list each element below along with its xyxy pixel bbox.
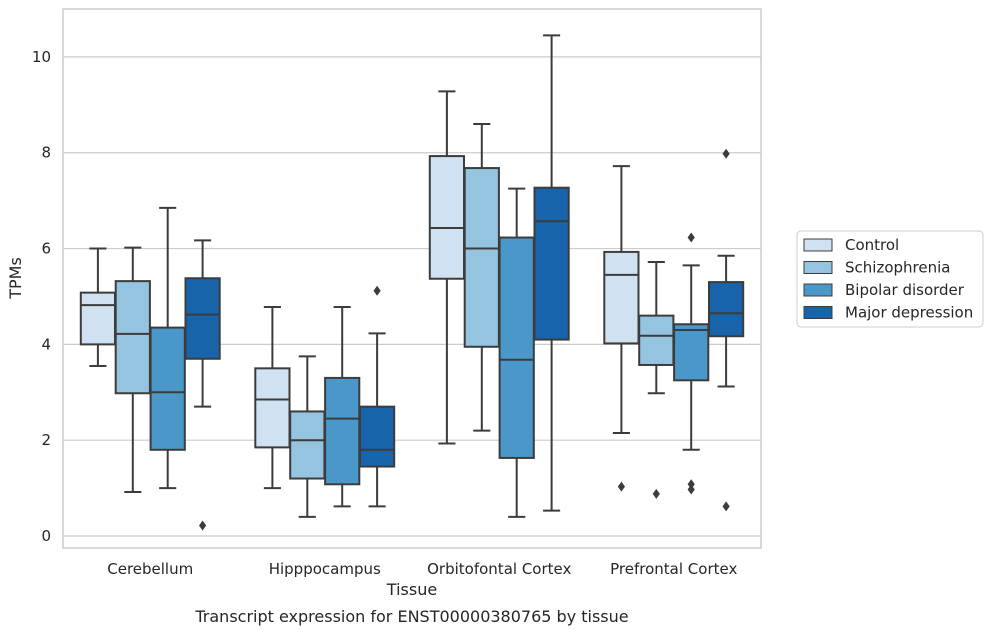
box-body [533,186,570,341]
x-axis-label: Tissue [386,580,437,599]
y-tick-label: 8 [41,144,51,162]
legend-swatch [803,238,833,252]
box-body [673,323,710,382]
x-tick-labels: Cerebellum Hipppocampus Orbitofontal Corte… [107,560,737,578]
box-major-depression [533,34,570,512]
outlier-point [687,479,695,490]
legend-items: Control Schizophrenia Bipolar disorder Majo… [803,236,973,322]
outlier-point [373,285,381,296]
box-bipolar-disorder [149,206,186,490]
legend-frame [796,230,984,328]
box-body [428,155,466,280]
boxes [79,34,745,531]
legend-label: Major depression [845,304,973,322]
box-body [149,326,186,451]
y-tick-labels: 0 2 4 6 8 10 [32,48,51,545]
box-control [603,165,640,492]
legend: Control Schizophrenia Bipolar disorder Majo… [796,230,984,328]
box-major-depression [707,148,745,512]
box-body [707,281,745,338]
x-tick-label: Prefrontal Cortex [610,560,737,578]
box-body [358,405,396,468]
box-control [79,247,117,367]
box-body [324,376,361,486]
box-bipolar-disorder [498,187,535,518]
x-tick-label: Orbitofontal Cortex [427,560,571,578]
box-major-depression [358,285,396,508]
box-body [498,236,535,459]
legend-swatch [803,306,833,319]
x-tick-label: Hipppocampus [269,560,381,578]
box-body [254,367,291,449]
box-control [254,306,291,490]
box-body [289,410,326,480]
y-axis-label: TPMs [6,257,25,300]
box-major-depression [184,239,221,531]
outlier-point [687,484,695,495]
y-tick-label: 10 [32,48,51,66]
x-tick-label: Cerebellum [107,560,193,578]
legend-label: Bipolar disorder [845,281,965,299]
chart-caption: Transcript expression for ENST0000038076… [194,607,628,626]
box-body [184,277,221,360]
box-control [428,90,466,445]
outlier-point [617,481,625,492]
y-tick-label: 2 [41,431,51,449]
box-body [638,314,675,366]
outlier-point [199,520,207,531]
y-tick-label: 0 [41,527,51,545]
box-body [463,167,500,348]
legend-label: Control [845,236,899,254]
legend-swatch [803,261,833,274]
legend-swatch [803,283,833,297]
box-bipolar-disorder [673,232,710,495]
box-body [603,250,640,345]
outlier-point [722,148,730,159]
legend-label: Schizophrenia [845,259,950,277]
box-schizophrenia [463,122,500,432]
outlier-point [687,232,695,243]
outlier-point [722,501,730,512]
y-tick-label: 4 [41,335,51,353]
y-tick-label: 6 [41,240,51,258]
outlier-point [652,488,660,499]
box-schizophrenia [289,355,326,518]
box-body [79,291,117,346]
box-bipolar-disorder [324,306,361,508]
plot-area [62,8,762,549]
box-body [114,280,151,395]
